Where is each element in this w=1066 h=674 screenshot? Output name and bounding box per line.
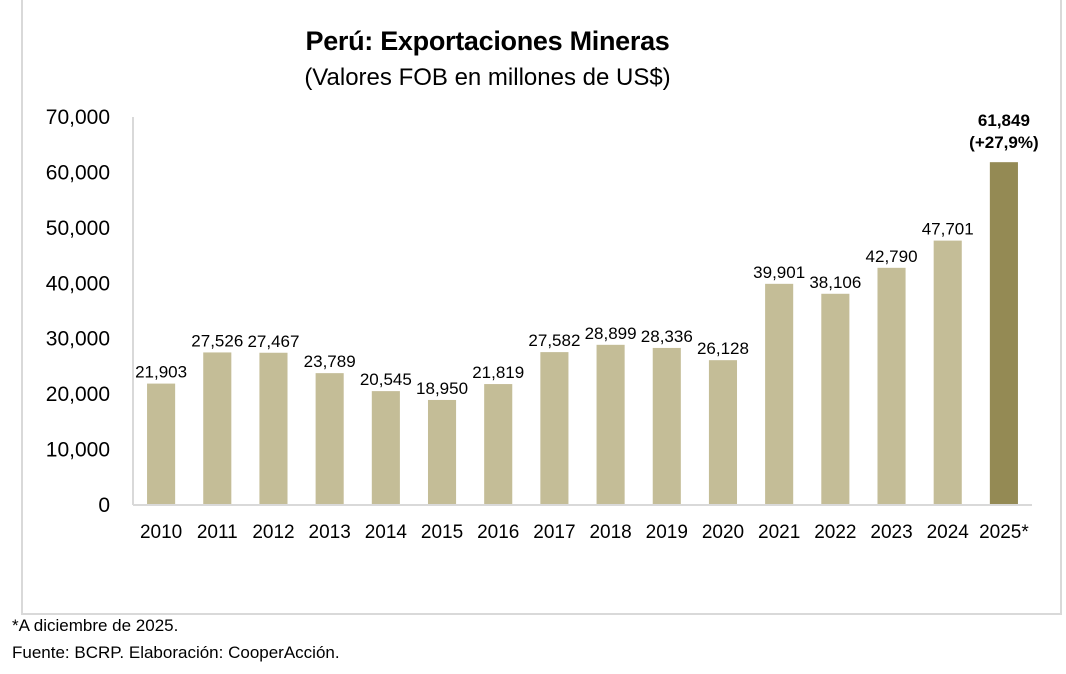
data-label: 20,545 <box>360 370 412 389</box>
y-tick-label: 30,000 <box>46 328 110 351</box>
data-label: 42,790 <box>866 247 918 266</box>
x-tick-label: 2017 <box>533 522 575 543</box>
data-label: 18,950 <box>416 379 468 398</box>
bar-2014 <box>371 391 400 505</box>
bar-2018 <box>596 344 625 505</box>
y-axis: 0 10,000 20,000 30,000 40,000 50,000 60,000 70,… <box>46 106 134 517</box>
x-tick-label: 2015 <box>421 522 463 543</box>
bar-2012 <box>259 352 288 505</box>
x-tick-label: 2014 <box>365 522 408 543</box>
x-tick-label: 2020 <box>702 522 744 543</box>
bar-2015 <box>427 399 457 505</box>
y-tick-label: 50,000 <box>46 217 110 240</box>
chart-title: Perú: Exportaciones Mineras <box>305 26 670 56</box>
x-tick-label: 2019 <box>646 522 688 543</box>
bar-2013 <box>315 373 344 505</box>
data-label: 39,901 <box>753 263 805 282</box>
data-label: 21,819 <box>472 363 524 382</box>
bar-2021 <box>765 283 794 505</box>
y-tick-label: 60,000 <box>46 161 110 184</box>
x-tick-label: 2011 <box>197 522 238 543</box>
bar-2011 <box>203 352 232 505</box>
y-tick-label: 0 <box>98 494 110 517</box>
x-tick-label: 2013 <box>309 522 351 543</box>
data-label: 38,106 <box>809 273 861 292</box>
x-tick-label: 2024 <box>927 522 970 543</box>
y-tick-label: 70,000 <box>46 106 110 129</box>
footnote-date: *A diciembre de 2025. <box>12 616 179 635</box>
data-label: 27,582 <box>528 331 580 350</box>
bar-2010 <box>147 383 176 505</box>
data-label: 26,128 <box>697 339 749 358</box>
bars <box>147 162 1018 506</box>
data-label: 28,899 <box>585 324 637 343</box>
bar-2016 <box>484 384 513 505</box>
data-label: 28,336 <box>641 327 693 346</box>
x-tick-label: 2018 <box>589 522 631 543</box>
bar-2024 <box>933 240 962 506</box>
data-label-highlight: 61,849 <box>978 111 1030 130</box>
x-tick-label: 2021 <box>758 522 800 543</box>
y-tick-label: 20,000 <box>46 383 110 406</box>
x-tick-label: 2010 <box>140 522 182 543</box>
y-tick-label: 40,000 <box>46 272 110 295</box>
data-label: 21,903 <box>135 363 187 382</box>
data-label-annotation: (+27,9%) <box>969 133 1038 152</box>
chart-frame <box>21 0 1062 615</box>
x-tick-label: 2012 <box>252 522 294 543</box>
bar-2025* <box>989 162 1018 506</box>
bar-2020 <box>708 360 738 505</box>
x-axis: 2010 2011 2012 2013 2014 2015 2016 2017 2018 2019… <box>133 504 1032 543</box>
data-label: 27,467 <box>247 332 299 351</box>
data-label: 27,526 <box>191 331 243 350</box>
bar-2017 <box>540 352 569 505</box>
bar-2022 <box>821 293 850 505</box>
data-label: 47,701 <box>922 220 974 239</box>
chart-subtitle: (Valores FOB en millones de US$) <box>304 64 671 91</box>
footnote-source: Fuente: BCRP. Elaboración: CooperAcción. <box>12 643 340 662</box>
x-tick-label: 2023 <box>870 522 912 543</box>
bar-2019 <box>652 347 681 505</box>
x-tick-label: 2025* <box>979 522 1029 543</box>
x-tick-label: 2022 <box>814 522 856 543</box>
bar-2023 <box>877 267 906 505</box>
y-tick-label: 10,000 <box>46 439 110 462</box>
x-tick-label: 2016 <box>477 522 519 543</box>
data-label: 23,789 <box>304 352 356 371</box>
